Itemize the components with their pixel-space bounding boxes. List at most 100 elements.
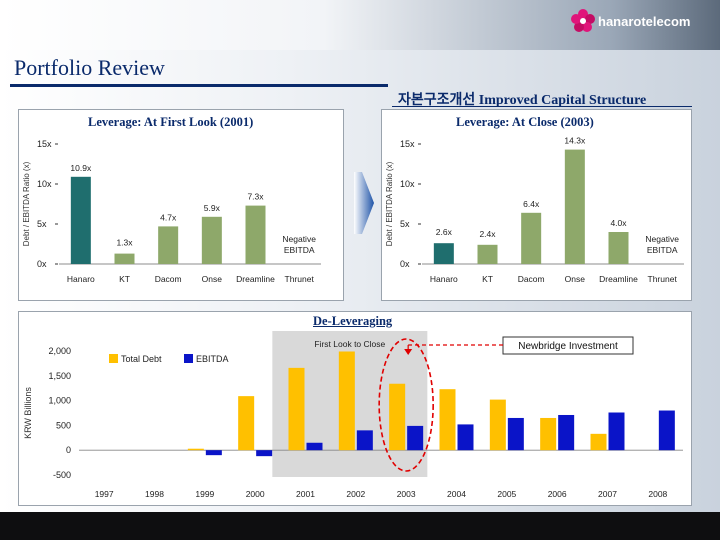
- bar: [439, 389, 456, 451]
- y-tick-label: 0: [66, 445, 71, 455]
- x-tick-label: Dreamline: [599, 274, 638, 284]
- flower-logo-icon: [571, 9, 595, 32]
- x-tick-label: 2008: [648, 489, 667, 499]
- bar: [477, 244, 498, 264]
- first-look-chart: Debt / EBITDA Ratio (x) 0x 5x 10x 15x Hanaro 1…: [22, 139, 321, 284]
- x-tick-label: Thrunet: [285, 274, 315, 284]
- bar: [114, 253, 135, 264]
- y-tick-label: 5x: [37, 219, 47, 229]
- bar: [564, 149, 585, 264]
- bar: [540, 417, 557, 451]
- y-tick-label: 0x: [37, 259, 47, 269]
- x-tick-label: 2007: [598, 489, 617, 499]
- legend-label: Total Debt: [121, 354, 162, 364]
- y-axis-label: KRW Billions: [23, 387, 33, 439]
- bar: [433, 243, 454, 264]
- highlight-ellipse: [378, 338, 434, 472]
- x-tick-label: 1999: [195, 489, 214, 499]
- x-tick-label: Hanaro: [430, 274, 458, 284]
- x-tick-label: 2000: [246, 489, 265, 499]
- data-label: 7.3x: [247, 192, 264, 202]
- bar: [558, 414, 575, 451]
- bar: [70, 176, 91, 264]
- x-tick-label: 2001: [296, 489, 315, 499]
- y-axis-label: Debt / EBITDA Ratio (x): [22, 161, 31, 246]
- bar: [238, 396, 255, 451]
- bar: [507, 417, 524, 451]
- bar: [356, 430, 373, 451]
- y-tick-label: 10x: [37, 179, 52, 189]
- bar: [658, 410, 675, 451]
- page-title: Portfolio Review: [14, 55, 165, 80]
- data-label: EBITDA: [647, 245, 678, 255]
- bar: [608, 412, 625, 451]
- bar: [256, 450, 273, 457]
- x-tick-label: 2005: [497, 489, 516, 499]
- callout-label: Newbridge Investment: [518, 341, 618, 352]
- y-tick-label: 5x: [400, 219, 410, 229]
- x-tick-label: Dacom: [155, 274, 182, 284]
- data-label: 1.3x: [116, 238, 133, 248]
- subtitle-underline: [392, 106, 692, 107]
- header-band: [0, 0, 720, 50]
- bar: [205, 450, 222, 456]
- page-subtitle: 자본구조개선 Improved Capital Structure: [398, 93, 647, 108]
- bar: [306, 442, 323, 451]
- footer-band: [0, 512, 720, 540]
- x-tick-label: Hanaro: [67, 274, 95, 284]
- x-tick-label: 1997: [95, 489, 114, 499]
- bar: [389, 383, 406, 451]
- callout-arrow-head: [404, 349, 413, 355]
- legend-swatch: [109, 354, 118, 363]
- y-tick-label: 0x: [400, 259, 410, 269]
- data-label: 5.9x: [204, 203, 221, 213]
- bar: [590, 433, 607, 451]
- x-tick-label: Dacom: [518, 274, 545, 284]
- data-label: 2.6x: [436, 227, 453, 237]
- bar: [521, 212, 542, 264]
- first-look-title: Leverage: At First Look (2001): [88, 115, 254, 129]
- data-label: EBITDA: [284, 245, 315, 255]
- y-tick-label: -500: [53, 470, 71, 480]
- x-tick-label: 2006: [548, 489, 567, 499]
- bar: [457, 424, 474, 451]
- data-label: 14.3x: [564, 136, 586, 146]
- data-label: 4.7x: [160, 212, 177, 222]
- y-tick-label: 10x: [400, 179, 415, 189]
- bar: [338, 351, 355, 451]
- data-label: Negative: [645, 234, 679, 244]
- bar: [608, 232, 629, 264]
- deleveraging-title: De-Leveraging: [313, 314, 393, 328]
- x-tick-label: Thrunet: [648, 274, 678, 284]
- data-label: 2.4x: [479, 229, 496, 239]
- x-tick-label: KT: [119, 274, 130, 284]
- close-panel: [381, 109, 692, 301]
- company-logo: hanarotelecom: [570, 6, 710, 36]
- bar: [158, 226, 179, 264]
- period-label: First Look to Close: [314, 339, 385, 349]
- close-chart: Debt / EBITDA Ratio (x) 0x 5x 10x 15x Hanaro 2…: [385, 136, 684, 284]
- x-tick-label: 2002: [346, 489, 365, 499]
- bar: [288, 367, 305, 451]
- close-title: Leverage: At Close (2003): [456, 115, 594, 129]
- data-label: 4.0x: [610, 218, 627, 228]
- y-tick-label: 15x: [400, 139, 415, 149]
- x-tick-label: KT: [482, 274, 493, 284]
- deleveraging-chart: First Look to Close KRW Billions -500 0 500 1…: [23, 331, 683, 499]
- bar: [201, 216, 222, 264]
- x-tick-label: 2003: [397, 489, 416, 499]
- data-label: 6.4x: [523, 199, 540, 209]
- data-label: 10.9x: [70, 163, 92, 173]
- x-tick-label: Onse: [202, 274, 223, 284]
- data-label: Negative: [282, 234, 316, 244]
- bar: [489, 399, 506, 451]
- bar: [407, 425, 424, 451]
- x-tick-label: Dreamline: [236, 274, 275, 284]
- x-tick-label: 1998: [145, 489, 164, 499]
- y-tick-label: 1,500: [48, 371, 71, 381]
- transition-arrow-icon: [354, 172, 374, 234]
- logo-wordmark: hanarotelecom: [598, 13, 691, 29]
- title-underline: [10, 84, 388, 87]
- bar: [245, 205, 266, 264]
- legend-swatch: [184, 354, 193, 363]
